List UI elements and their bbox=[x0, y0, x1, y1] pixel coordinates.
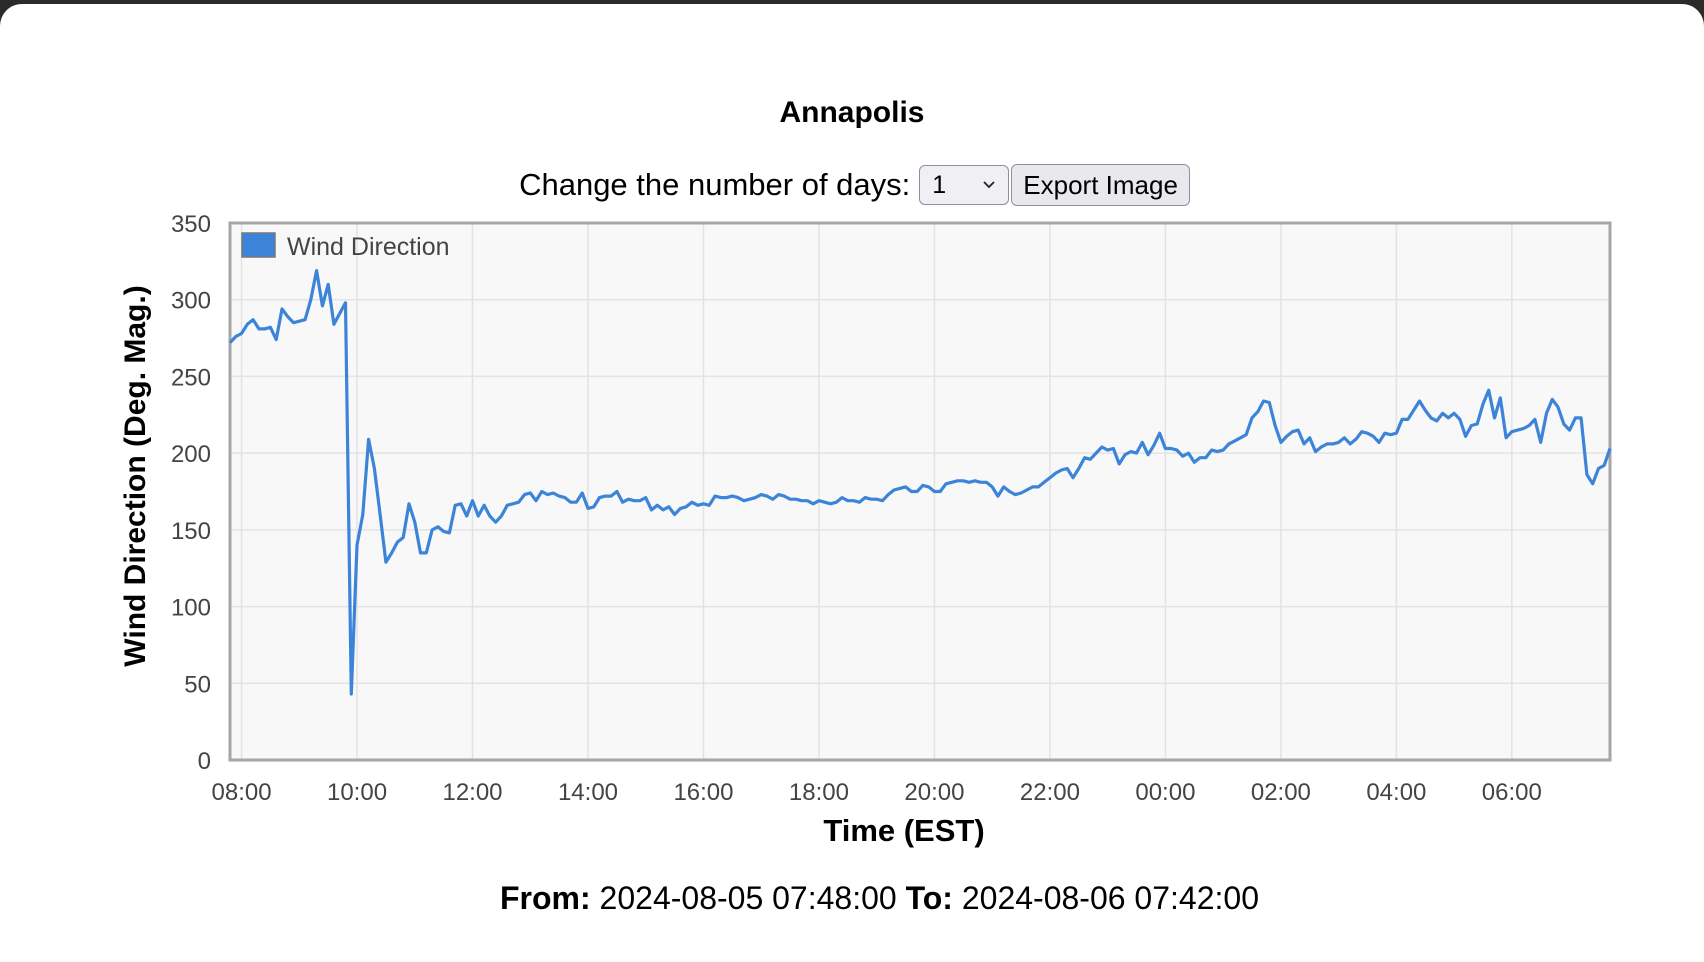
x-axis-title: Time (EST) bbox=[823, 813, 984, 848]
y-tick-label: 350 bbox=[171, 211, 211, 238]
x-tick-label: 20:00 bbox=[904, 779, 964, 806]
from-label: From: bbox=[500, 880, 591, 916]
legend-swatch bbox=[241, 232, 276, 258]
days-select[interactable]: 1 bbox=[919, 165, 1010, 205]
x-tick-label: 04:00 bbox=[1366, 779, 1426, 806]
export-image-button[interactable]: Export Image bbox=[1011, 164, 1190, 206]
plot-border bbox=[228, 221, 1612, 762]
plot-area bbox=[230, 223, 1610, 760]
page-title: Annapolis bbox=[779, 96, 925, 129]
x-tick-label: 00:00 bbox=[1135, 779, 1195, 806]
from-value: 2024-08-05 07:48:00 bbox=[599, 880, 897, 916]
y-tick-label: 250 bbox=[171, 364, 211, 391]
grid-layer bbox=[230, 222, 1610, 761]
y-tick-label: 0 bbox=[198, 748, 211, 775]
date-range: From: 2024-08-05 07:48:00 To: 2024-08-06… bbox=[0, 880, 1704, 917]
y-tick-label: 100 bbox=[171, 595, 211, 622]
legend: Wind Direction bbox=[241, 232, 450, 261]
to-value: 2024-08-06 07:42:00 bbox=[961, 880, 1259, 916]
series-line-wind-direction bbox=[228, 269, 1612, 696]
controls-bar: Change the number of days: 1 Export Imag… bbox=[0, 164, 1704, 206]
x-tick-label: 12:00 bbox=[442, 779, 502, 806]
days-label: Change the number of days: bbox=[519, 167, 911, 202]
to-label: To: bbox=[905, 880, 953, 916]
x-tick-label: 14:00 bbox=[558, 779, 618, 806]
page-window: Annapolis Change the number of days: 1 E… bbox=[0, 4, 1704, 962]
x-tick-label: 18:00 bbox=[789, 779, 849, 806]
x-tick-label: 02:00 bbox=[1251, 779, 1311, 806]
x-tick-label: 10:00 bbox=[327, 779, 387, 806]
legend-label: Wind Direction bbox=[287, 233, 450, 261]
y-tick-label: 150 bbox=[171, 518, 211, 545]
y-tick-label: 200 bbox=[171, 441, 211, 468]
x-tick-label: 16:00 bbox=[673, 779, 733, 806]
y-tick-label: 50 bbox=[184, 671, 211, 698]
axes-layer: 0 50 100 150 200 250 300 350 08:00 10:00 12:00 14:0… bbox=[171, 211, 1612, 806]
x-tick-label: 22:00 bbox=[1020, 779, 1080, 806]
chevron-down-icon bbox=[983, 181, 995, 189]
x-tick-label: 08:00 bbox=[212, 779, 272, 806]
y-tick-label: 300 bbox=[171, 288, 211, 315]
y-axis-title: Wind Direction (Deg. Mag.) bbox=[119, 285, 152, 666]
wind-direction-chart: 0 50 100 150 200 250 300 350 08:00 10:00 12:00 14:0… bbox=[119, 211, 1612, 848]
days-select-value: 1 bbox=[932, 171, 947, 199]
x-tick-label: 06:00 bbox=[1482, 779, 1542, 806]
line-layer bbox=[228, 269, 1612, 696]
